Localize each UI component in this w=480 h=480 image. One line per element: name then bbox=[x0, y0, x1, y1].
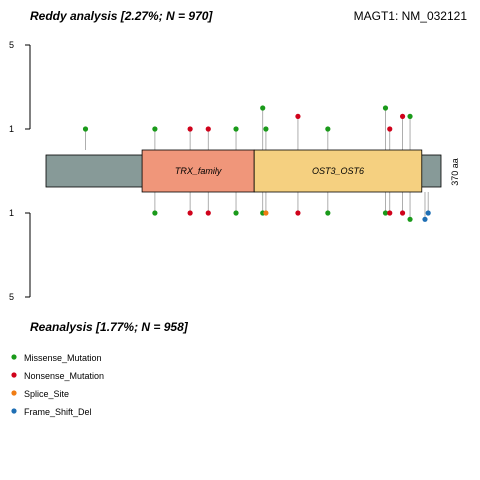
lollipop-point bbox=[187, 126, 193, 132]
y-tick-label-bottom-5: 5 bbox=[9, 292, 14, 302]
protein-track: TRX_family OST3_OST6 370 aa bbox=[45, 149, 460, 193]
legend-item: Missense_Mutation bbox=[11, 353, 102, 363]
lollipop-point bbox=[382, 210, 389, 216]
lollipop-point bbox=[407, 216, 413, 222]
legend-label: Frame_Shift_Del bbox=[24, 407, 92, 417]
lollipop-point bbox=[387, 210, 393, 216]
y-axis-bottom: 1 5 bbox=[9, 208, 31, 302]
domain-label-ost3-ost6: OST3_OST6 bbox=[312, 166, 364, 176]
domain-ost3-ost6 bbox=[253, 149, 423, 193]
lollipop-point bbox=[422, 216, 428, 222]
legend-swatch-missense bbox=[11, 354, 17, 360]
lollipop-point bbox=[325, 210, 331, 216]
lollipop-point bbox=[233, 210, 239, 216]
legend-label: Missense_Mutation bbox=[24, 353, 102, 363]
lollipop-point bbox=[425, 210, 431, 216]
lollipop-point bbox=[187, 210, 193, 216]
lollipop-point bbox=[152, 126, 158, 132]
lollipop-point bbox=[399, 210, 406, 216]
y-tick-label-top-5: 5 bbox=[9, 40, 14, 50]
lollipop-point bbox=[399, 113, 406, 119]
lollipop-stems bbox=[85, 108, 429, 220]
legend-item: Splice_Site bbox=[11, 389, 69, 399]
lollipop-point bbox=[263, 126, 269, 132]
chart-title-bottom: Reanalysis [1.77%; N = 958] bbox=[30, 320, 189, 334]
lollipop-point bbox=[260, 105, 266, 111]
protein-length-label: 370 aa bbox=[450, 158, 460, 186]
legend-swatch-splice-site bbox=[11, 390, 17, 396]
lollipop-point bbox=[205, 210, 211, 216]
lollipop-point bbox=[82, 126, 89, 132]
legend-item: Nonsense_Mutation bbox=[11, 371, 104, 381]
gene-label: MAGT1: NM_032121 bbox=[354, 9, 468, 23]
y-tick-label-bottom-1: 1 bbox=[9, 208, 14, 218]
lollipop-point bbox=[407, 113, 413, 119]
y-tick-label-top-1: 1 bbox=[9, 124, 14, 134]
lollipop-point bbox=[295, 210, 301, 216]
lollipop-point bbox=[263, 210, 269, 216]
lollipop-point bbox=[382, 105, 389, 111]
lollipop-point bbox=[325, 126, 331, 132]
lollipop-heads bbox=[82, 105, 431, 222]
legend-swatch-frame-shift-del bbox=[11, 408, 17, 414]
lollipop-point bbox=[387, 126, 393, 132]
lollipop-point bbox=[233, 126, 239, 132]
lollipop-point bbox=[205, 126, 211, 132]
y-axis-top: 5 1 bbox=[9, 40, 31, 134]
legend-item: Frame_Shift_Del bbox=[11, 407, 92, 417]
legend-label: Splice_Site bbox=[24, 389, 69, 399]
legend-swatch-nonsense bbox=[11, 372, 17, 378]
lollipop-point bbox=[152, 210, 158, 216]
domain-label-trx-family: TRX_family bbox=[175, 166, 222, 176]
lollipop-point bbox=[295, 113, 301, 119]
legend: Missense_Mutation Nonsense_Mutation Spli… bbox=[11, 353, 104, 417]
chart-title-top: Reddy analysis [2.27%; N = 970] bbox=[30, 9, 213, 23]
legend-label: Nonsense_Mutation bbox=[24, 371, 104, 381]
